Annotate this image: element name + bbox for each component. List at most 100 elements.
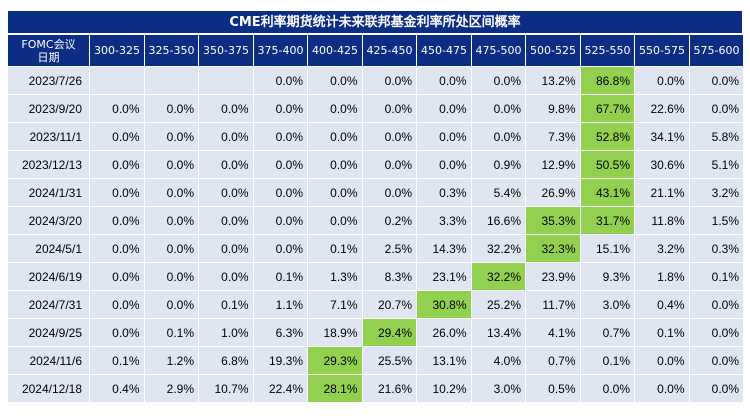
probability-cell: 23.9% [525,262,581,291]
probability-cell: 29.3% [307,346,363,375]
probability-cell: 0.9% [470,150,526,179]
probability-cell: 0.0% [634,374,690,403]
range-column-header: 575-600 [688,34,744,67]
probability-cell: 0.0% [307,66,363,95]
probability-cell: 0.7% [579,318,635,347]
probability-cell: 0.0% [89,150,145,179]
probability-cell: 0.0% [89,206,145,235]
range-column-header: 400-425 [307,34,363,67]
probability-cell: 0.0% [307,150,363,179]
probability-cell: 0.0% [416,122,472,151]
probability-cell: 3.2% [634,234,690,263]
probability-cell: 32.2% [470,262,526,291]
probability-cell: 30.6% [634,150,690,179]
probability-cell: 0.0% [198,206,254,235]
probability-cell: 0.0% [252,122,308,151]
probability-cell: 50.5% [579,150,635,179]
probability-cell: 0.0% [470,122,526,151]
probability-cell: 0.0% [89,290,145,319]
probability-cell: 0.0% [143,150,199,179]
probability-cell: 4.1% [525,318,581,347]
probability-cell: 32.2% [470,234,526,263]
probability-cell: 0.0% [89,318,145,347]
meeting-date-cell: 2024/6/19 [7,262,90,291]
probability-cell: 67.7% [579,94,635,123]
range-column-header: 550-575 [634,34,690,67]
probability-cell: 0.0% [361,178,417,207]
probability-cell: 0.0% [89,178,145,207]
probability-cell: 0.0% [470,94,526,123]
probability-cell: 34.1% [634,122,690,151]
probability-cell: 43.1% [579,178,635,207]
probability-cell: 28.1% [307,374,363,403]
probability-cell: 22.6% [634,94,690,123]
probability-cell: 0.0% [198,178,254,207]
probability-cell: 7.1% [307,290,363,319]
meeting-date-cell: 2023/9/20 [7,94,90,123]
probability-cell: 3.2% [688,178,744,207]
probability-cell: 1.8% [634,262,690,291]
probability-cell: 5.4% [470,178,526,207]
table-title: CME利率期货统计未来联邦基金利率所处区间概率 [7,10,743,34]
table-row: 2024/11/6 0.1% 1.2% 6.8% 19.3% 29.3% 25.5% 13.1… [7,346,744,375]
table-body: 2023/7/26 0.0% 0.0% 0.0% 0.0% 0.0% 13.2% 86.8% 0… [7,66,744,403]
probability-cell: 5.8% [688,122,744,151]
probability-cell: 0.1% [634,318,690,347]
probability-cell: 52.8% [579,122,635,151]
probability-cell: 0.0% [361,94,417,123]
probability-cell: 10.2% [416,374,472,403]
probability-cell: 0.1% [198,290,254,319]
probability-cell: 35.3% [525,206,581,235]
probability-cell: 25.2% [470,290,526,319]
probability-cell: 14.3% [416,234,472,263]
probability-cell: 15.1% [579,234,635,263]
table-row: 2023/9/20 0.0% 0.0% 0.0% 0.0% 0.0% 0.0% 0.0% 0.0… [7,94,744,123]
probability-cell: 4.0% [470,346,526,375]
probability-cell: 0.0% [198,94,254,123]
probability-cell: 0.1% [307,234,363,263]
probability-cell: 0.0% [252,234,308,263]
probability-cell: 10.7% [198,374,254,403]
probability-cell: 0.0% [252,66,308,95]
probability-cell: 0.0% [252,94,308,123]
probability-cell: 19.3% [252,346,308,375]
probability-cell: 18.9% [307,318,363,347]
table-row: 2024/5/1 0.0% 0.0% 0.0% 0.0% 0.1% 2.5% 14.3% 32.… [7,234,744,263]
probability-cell: 31.7% [579,206,635,235]
probability-cell: 20.7% [361,290,417,319]
probability-cell: 0.0% [361,150,417,179]
probability-cell: 12.9% [525,150,581,179]
range-column-header: 425-450 [361,34,417,67]
probability-cell: 6.3% [252,318,308,347]
probability-cell: 0.1% [143,318,199,347]
probability-cell: 30.8% [416,290,472,319]
probability-cell: 0.0% [688,94,744,123]
probability-cell: 0.0% [198,234,254,263]
probability-cell: 2.5% [361,234,417,263]
probability-cell: 0.0% [89,262,145,291]
probability-cell: 0.0% [470,66,526,95]
probability-table-container: CME利率期货统计未来联邦基金利率所处区间概率 FOMC会议 日期 300-32… [7,10,744,403]
probability-cell: 0.0% [688,374,744,403]
table-row: 2024/7/31 0.0% 0.0% 0.1% 1.1% 7.1% 20.7% 30.8% 2… [7,290,744,319]
table-row: 2023/7/26 0.0% 0.0% 0.0% 0.0% 0.0% 13.2% 86.8% 0… [7,66,744,95]
probability-cell: 0.0% [688,346,744,375]
probability-cell: 29.4% [361,318,417,347]
probability-cell: 5.1% [688,150,744,179]
probability-cell: 26.0% [416,318,472,347]
table-row: 2024/9/25 0.0% 0.1% 1.0% 6.3% 18.9% 29.4% 26.0%… [7,318,744,347]
probability-cell: 0.0% [307,94,363,123]
probability-cell [198,66,254,95]
probability-cell: 0.0% [361,122,417,151]
table-row: 2024/12/18 0.4% 2.9% 10.7% 22.4% 28.1% 21.6% 10… [7,374,744,403]
probability-cell: 0.1% [89,346,145,375]
probability-cell: 7.3% [525,122,581,151]
range-column-header: 475-500 [470,34,526,67]
probability-cell: 0.0% [143,234,199,263]
probability-cell: 2.9% [143,374,199,403]
probability-cell [143,66,199,95]
date-column-header-line2: 日期 [37,50,60,64]
probability-cell: 0.4% [89,374,145,403]
meeting-date-cell: 2024/7/31 [7,290,90,319]
probability-cell: 0.0% [252,178,308,207]
